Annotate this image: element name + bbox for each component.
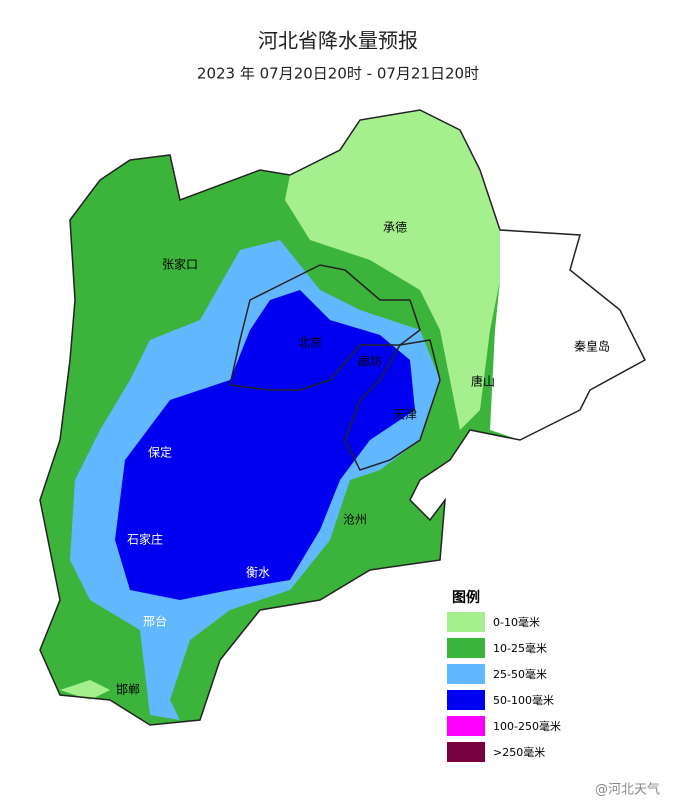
city-label: 承德 xyxy=(383,220,407,235)
boundaries xyxy=(39,109,646,726)
city-label: 廊坊 xyxy=(358,354,382,369)
city-label: 邯郸 xyxy=(116,682,140,697)
legend-swatch xyxy=(447,638,485,658)
legend-label: 0-10毫米 xyxy=(493,615,540,629)
region-none xyxy=(490,230,645,440)
region-0-10-south xyxy=(60,680,110,700)
city-label: 衡水 xyxy=(246,566,270,580)
legend-label: 50-100毫米 xyxy=(493,693,554,707)
city-label: 石家庄 xyxy=(127,532,163,547)
region-0-10 xyxy=(285,110,500,430)
tianjin-outline xyxy=(344,339,441,471)
subtitle: 2023 年 07月20日20时 - 07月21日20时 xyxy=(197,65,479,83)
legend-swatch xyxy=(447,664,485,684)
legend-label: >250毫米 xyxy=(493,745,545,759)
legend-swatch xyxy=(447,716,485,736)
city-label: 邢台 xyxy=(143,614,167,629)
watermark: @河北天气 xyxy=(595,782,660,798)
city-label: 北京 xyxy=(298,336,322,350)
title: 河北省降水量预报 xyxy=(258,29,418,53)
city-label: 保定 xyxy=(148,445,172,460)
province-outline xyxy=(39,109,646,726)
city-label: 沧州 xyxy=(343,512,367,527)
legend-swatch xyxy=(447,690,485,710)
legend-label: 25-50毫米 xyxy=(493,667,547,681)
city-label: 天津 xyxy=(393,408,417,422)
city-label: 张家口 xyxy=(162,257,198,272)
city-label: 秦皇岛 xyxy=(574,339,610,354)
legend: 图例 0-10毫米 10-25毫米 25-50毫米 50-100毫米 100-250毫米 >… xyxy=(447,589,561,762)
legend-title: 图例 xyxy=(452,589,480,606)
city-label: 唐山 xyxy=(471,374,495,389)
legend-swatch xyxy=(447,612,485,632)
legend-label: 100-250毫米 xyxy=(493,719,561,733)
legend-swatch xyxy=(447,742,485,762)
legend-label: 10-25毫米 xyxy=(493,641,547,655)
